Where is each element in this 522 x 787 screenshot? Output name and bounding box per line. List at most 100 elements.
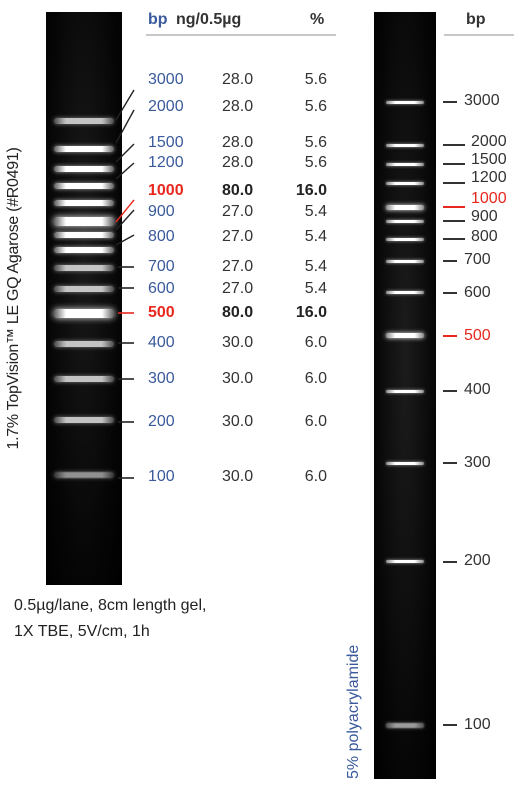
gel-band-100 [54, 472, 114, 478]
row-bp: 600 [148, 280, 175, 297]
size-row-200: 200 30.0 6.0 [146, 412, 336, 432]
size-row-600: 600 27.0 5.4 [146, 279, 336, 299]
gel-band-400 [54, 341, 114, 347]
paa-band-300 [386, 462, 424, 465]
size-row-700: 700 27.0 5.4 [146, 257, 336, 277]
row-ng: 28.0 [222, 98, 254, 115]
paa-tick-2000 [443, 144, 465, 146]
row-pct: 5.4 [304, 203, 327, 220]
row-ng: 30.0 [222, 468, 254, 485]
connector-3000 [115, 89, 135, 121]
row-ng: 30.0 [222, 334, 254, 351]
row-bp: 400 [148, 334, 175, 351]
paa-band-600 [386, 291, 424, 294]
agarose-gel-lane [46, 12, 122, 585]
paa-band-1500 [386, 163, 424, 166]
row-bp: 1200 [148, 154, 184, 171]
size-row-800: 800 27.0 5.4 [146, 227, 336, 247]
gel-band-3000 [54, 118, 114, 124]
row-pct: 5.4 [304, 228, 327, 245]
size-row-3000: 3000 28.0 5.6 [146, 70, 336, 90]
gel-band-1500 [54, 166, 114, 172]
gel-band-1200 [54, 183, 114, 189]
size-row-1500: 1500 28.0 5.6 [146, 133, 336, 153]
paa-tick-800 [443, 238, 465, 240]
row-ng: 30.0 [222, 370, 254, 387]
paa-label-600: 600 [464, 284, 491, 301]
paa-tick-500 [443, 335, 457, 337]
paa-band-800 [386, 238, 424, 241]
row-ng: 27.0 [222, 280, 254, 297]
gel-band-500 [54, 309, 114, 318]
row-pct: 16.0 [295, 304, 327, 321]
row-ng: 27.0 [222, 258, 254, 275]
paa-label-100: 100 [464, 716, 491, 733]
gel-band-1000 [54, 217, 114, 226]
row-ng: 28.0 [222, 71, 254, 88]
size-row-500-reference: 500 80.0 16.0 [146, 303, 336, 323]
size-row-1000-reference: 1000 80.0 16.0 [146, 181, 336, 201]
conditions-line-2: 1X TBE, 5V/cm, 1h [14, 623, 150, 640]
band-label-connectors [115, 89, 135, 479]
paa-label-1000: 1000 [471, 190, 507, 207]
paa-band-200 [386, 560, 424, 563]
size-row-400: 400 30.0 6.0 [146, 333, 336, 353]
row-bp: 300 [148, 370, 175, 387]
connector-900 [115, 209, 135, 231]
gel-band-900 [54, 232, 114, 238]
gel-band-300 [54, 376, 114, 382]
paa-tick-600 [443, 292, 457, 294]
paa-band-1000 [386, 205, 424, 210]
paa-band-700 [386, 260, 424, 263]
polyacrylamide-gel-caption: 5% polyacrylamide [345, 644, 362, 779]
paa-tick-300 [443, 462, 457, 464]
paa-label-200: 200 [464, 552, 491, 569]
row-bp: 200 [148, 413, 175, 430]
connector-1000 [115, 199, 135, 223]
row-bp: 700 [148, 258, 175, 275]
polyacrylamide-gel-lane [374, 12, 436, 779]
conditions-line-1: 0.5µg/lane, 8cm length gel, [14, 597, 207, 614]
paa-label-400: 400 [464, 381, 491, 398]
paa-tick-1200 [443, 182, 465, 184]
connector-1200 [115, 162, 135, 180]
row-pct: 5.6 [304, 134, 327, 151]
size-table-header: bp ng/0.5µg % [146, 8, 336, 36]
paa-label-2000: 2000 [471, 133, 507, 150]
paa-label-800: 800 [471, 228, 498, 245]
row-pct: 5.6 [304, 71, 327, 88]
paa-band-100 [386, 723, 424, 728]
size-row-100: 100 30.0 6.0 [146, 467, 336, 487]
header-percent: % [310, 11, 325, 28]
row-bp: 800 [148, 228, 175, 245]
row-ng: 27.0 [222, 228, 254, 245]
paa-label-1200: 1200 [471, 169, 507, 186]
paa-label-900: 900 [471, 208, 498, 225]
paa-label-700: 700 [464, 251, 491, 268]
row-bp: 2000 [148, 98, 184, 115]
row-pct: 5.6 [304, 98, 327, 115]
paa-band-500 [386, 333, 424, 338]
row-pct: 5.4 [304, 258, 327, 275]
row-pct: 6.0 [304, 413, 327, 430]
agarose-gel-caption: 1.7% TopVision™ LE GQ Agarose (#R0491) [5, 147, 22, 450]
paa-label-3000: 3000 [464, 92, 500, 109]
row-bp: 1000 [148, 182, 184, 199]
gel-band-extra [54, 200, 114, 206]
paa-label-1500: 1500 [471, 151, 507, 168]
row-pct: 5.4 [304, 280, 327, 297]
row-ng: 30.0 [222, 413, 254, 430]
row-ng: 28.0 [222, 154, 254, 171]
row-bp: 1500 [148, 134, 184, 151]
row-pct: 16.0 [295, 182, 327, 199]
polyacrylamide-header-bp: bp [466, 11, 486, 28]
size-row-1200: 1200 28.0 5.6 [146, 153, 336, 173]
row-bp: 900 [148, 203, 175, 220]
paa-tick-1000 [443, 206, 465, 208]
paa-tick-400 [443, 390, 457, 392]
row-ng: 27.0 [222, 203, 254, 220]
paa-tick-3000 [443, 101, 457, 103]
size-row-300: 300 30.0 6.0 [146, 369, 336, 389]
header-ng-per-half-ug: ng/0.5µg [176, 11, 242, 28]
paa-tick-900 [443, 220, 465, 222]
